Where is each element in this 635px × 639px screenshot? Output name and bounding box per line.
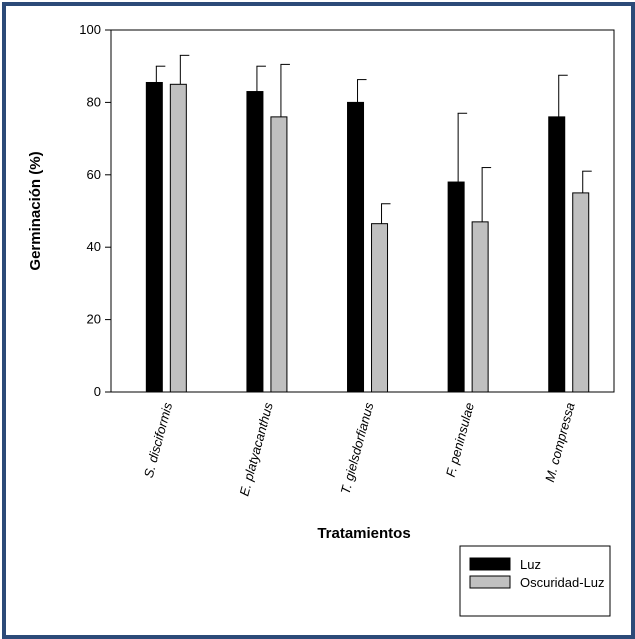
x-axis-title: Tratamientos: [317, 525, 410, 542]
bar: [169, 83, 187, 393]
plot-area: 0 20 40 60 80 100 S. disciformis E. platyacanth…: [79, 22, 615, 498]
y-axis-title: Germinación (%): [27, 151, 44, 270]
x-tick-label: F. peninsulae: [443, 401, 477, 479]
bar: [572, 192, 590, 393]
bar: [371, 223, 389, 393]
y-tick-label: 0: [94, 384, 101, 399]
x-tick-label: E. platyacanthus: [236, 400, 275, 497]
bar: [471, 221, 489, 393]
x-tick-label: S. disciformis: [141, 400, 176, 479]
legend-label: Oscuridad-Luz: [520, 575, 605, 590]
legend-swatch: [469, 557, 511, 571]
y-tick-label: 60: [87, 167, 101, 182]
bar: [270, 116, 288, 393]
bar: [145, 81, 163, 393]
legend: Luz Oscuridad-Luz: [459, 545, 611, 617]
bar: [246, 91, 264, 393]
legend-swatch: [469, 575, 511, 589]
x-tick-label: T. gielsdorfianus: [338, 400, 377, 495]
legend-label: Luz: [520, 557, 541, 572]
y-tick-label: 100: [79, 22, 101, 37]
x-tick-label: M. compressa: [542, 401, 578, 484]
y-tick-label: 40: [87, 239, 101, 254]
bar: [347, 101, 365, 393]
bar: [548, 116, 566, 393]
y-tick-label: 80: [87, 94, 101, 109]
y-tick-label: 20: [87, 312, 101, 327]
bar: [447, 181, 465, 393]
